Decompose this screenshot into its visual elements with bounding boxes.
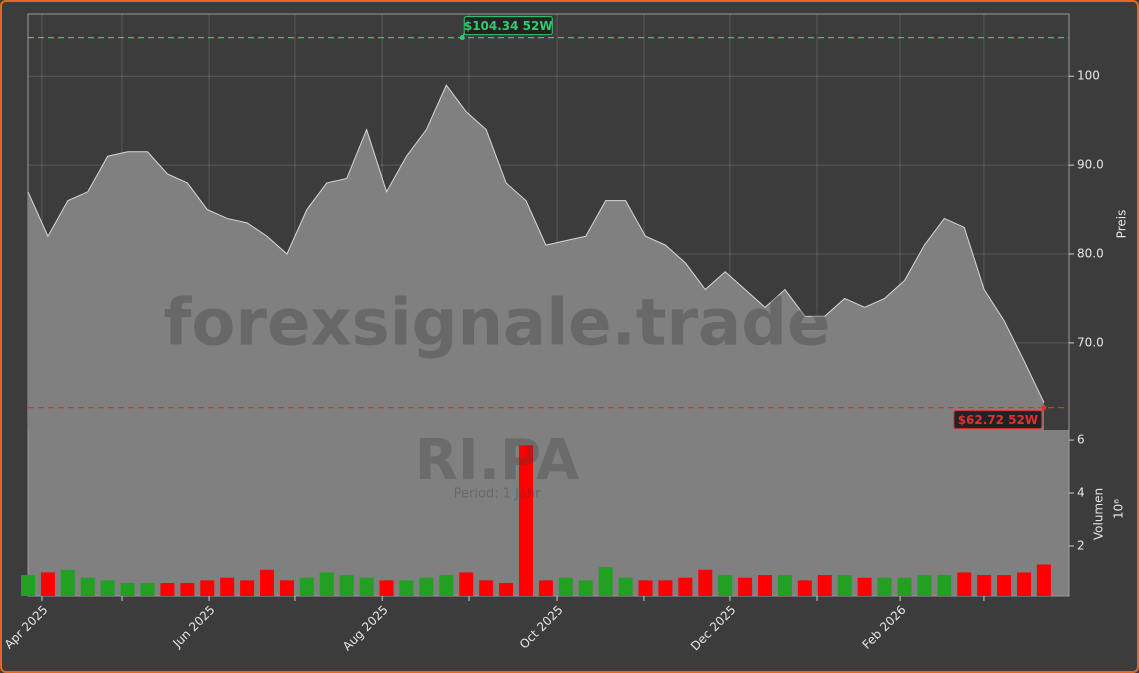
x-tick-label: Dec 2025	[688, 603, 739, 654]
volume-bar	[1036, 564, 1051, 596]
x-tick-label: Feb 2026	[859, 603, 908, 652]
volume-bar	[379, 580, 394, 596]
x-tick-label: Jun 2025	[170, 603, 218, 651]
volume-bar	[897, 577, 912, 596]
volume-bar	[658, 580, 673, 596]
watermark: forexsignale.trade	[164, 287, 831, 361]
volume-bar	[1016, 572, 1031, 596]
volume-bar	[419, 577, 434, 596]
y-tick-label: 70.0	[1077, 335, 1104, 349]
y-tick-label: 4	[1077, 486, 1085, 500]
volume-bar	[260, 569, 275, 596]
volume-bar	[399, 580, 414, 596]
price-axis-label: Preis	[1115, 210, 1129, 239]
volume-bar	[499, 583, 514, 596]
volume-bar	[80, 577, 95, 596]
y-tick-label: 6	[1077, 433, 1085, 447]
annotation-box	[953, 410, 1043, 430]
volume-bar	[857, 577, 872, 596]
volume-panel	[28, 430, 1069, 596]
volume-bar	[60, 569, 75, 596]
price-line	[27, 84, 1045, 403]
volume-bar	[977, 575, 992, 596]
volume-bar	[837, 575, 852, 596]
volume-offset-label: 10⁶	[1112, 499, 1126, 519]
volume-bar	[558, 577, 573, 596]
volume-bar	[339, 575, 354, 596]
y-tick-label: 2	[1077, 538, 1085, 552]
volume-bar	[678, 577, 693, 596]
volume-bar	[180, 583, 195, 596]
volume-bar	[200, 580, 215, 596]
annotation-box	[463, 16, 553, 36]
volume-bar	[698, 569, 713, 596]
volume-bar	[279, 580, 294, 596]
volume-bar	[439, 575, 454, 596]
volume-bar	[777, 575, 792, 596]
volume-bar	[100, 580, 115, 596]
volume-bar	[877, 577, 892, 596]
arrow-head	[1041, 405, 1047, 411]
volume-bar	[538, 580, 553, 596]
symbol-watermark: RI.PA	[415, 428, 580, 493]
volume-bar	[738, 577, 753, 596]
y-tick-label: 100	[1077, 69, 1100, 83]
x-tick-label: Aug 2025	[340, 603, 391, 654]
volume-bar	[638, 580, 653, 596]
volume-bar	[220, 577, 235, 596]
volume-bar	[299, 577, 314, 596]
volume-bar	[957, 572, 972, 596]
volume-bar	[120, 583, 135, 596]
volume-bar	[319, 572, 334, 596]
volume-axis-label: Volumen	[1092, 488, 1106, 540]
volume-bar	[598, 567, 613, 596]
volume-bar	[359, 577, 374, 596]
volume-bar	[479, 580, 494, 596]
x-tick-label: Apr 2025	[2, 603, 51, 652]
annotation-label: $104.34 52W	[464, 19, 553, 33]
volume-bar	[518, 445, 533, 596]
volume-bar	[917, 575, 932, 596]
period-watermark: Period: 1 Jahr	[454, 487, 541, 502]
volume-bar	[40, 572, 55, 596]
volume-bar	[797, 580, 812, 596]
volume-bar	[997, 575, 1012, 596]
x-tick-label: Oct 2025	[517, 603, 566, 652]
volume-bar	[937, 575, 952, 596]
y-tick-label: 80.0	[1077, 247, 1104, 261]
volume-bar	[140, 583, 155, 596]
volume-bar	[817, 575, 832, 596]
volume-bar	[758, 575, 773, 596]
volume-bar	[618, 577, 633, 596]
price-area	[28, 85, 1044, 430]
volume-bar	[578, 580, 593, 596]
annotation-label: $62.72 52W	[958, 413, 1038, 427]
volume-bar	[160, 583, 175, 596]
volume-bar	[21, 575, 35, 596]
arrow-head	[459, 35, 465, 41]
y-tick-label: 90.0	[1077, 158, 1104, 172]
volume-bar	[240, 580, 255, 596]
volume-bar	[718, 575, 733, 596]
volume-bar	[459, 572, 474, 596]
